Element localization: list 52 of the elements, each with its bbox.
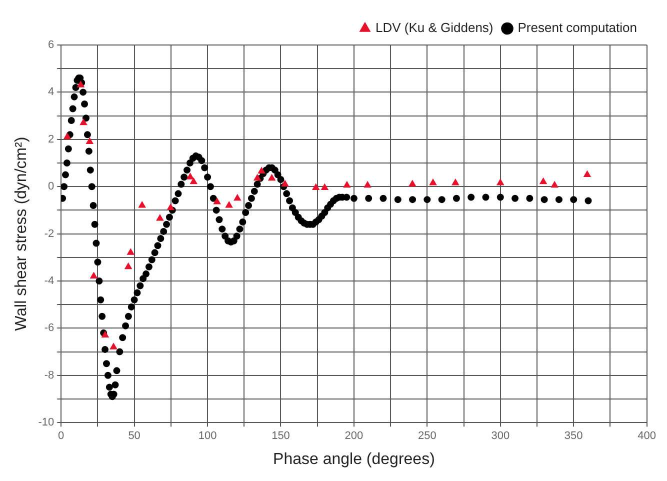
legend-label: LDV (Ku & Giddens) xyxy=(375,20,494,36)
point xyxy=(186,173,194,180)
point xyxy=(364,181,372,188)
x-tick-label: 50 xyxy=(128,430,140,442)
y-tick-label: -6 xyxy=(44,322,54,334)
y-tick-label: -2 xyxy=(44,228,54,240)
point xyxy=(254,174,261,181)
x-tick-label: 100 xyxy=(198,430,217,442)
point xyxy=(408,180,416,186)
legend-label: Present computation xyxy=(518,20,637,36)
point xyxy=(138,201,146,208)
x-axis-title: Phase angle (degrees) xyxy=(273,450,435,468)
x-tick-label: 250 xyxy=(418,430,436,442)
point xyxy=(234,194,241,201)
x-tick-label: 300 xyxy=(491,430,510,442)
point xyxy=(110,343,118,350)
point xyxy=(80,118,88,126)
y-tick-label: -8 xyxy=(44,369,54,382)
point xyxy=(156,214,164,221)
x-tick-label: 0 xyxy=(58,430,64,442)
point xyxy=(321,184,328,190)
point xyxy=(343,181,350,188)
y-tick-label: 4 xyxy=(48,86,54,98)
point xyxy=(258,167,266,174)
y-tick-label: 6 xyxy=(48,39,54,52)
point xyxy=(64,133,71,140)
point xyxy=(86,138,94,144)
point xyxy=(127,248,134,255)
point xyxy=(167,204,174,210)
y-tick-label: -10 xyxy=(38,416,54,429)
y-tick-label: 2 xyxy=(48,133,54,146)
point xyxy=(430,179,437,186)
x-tick-label: 350 xyxy=(564,430,583,442)
point xyxy=(540,178,547,184)
point xyxy=(584,170,591,178)
x-tick-label: 200 xyxy=(344,430,364,442)
point xyxy=(496,179,504,186)
y-tick-label: -4 xyxy=(44,275,54,288)
point xyxy=(268,174,276,181)
point xyxy=(312,184,320,190)
x-tick-label: 400 xyxy=(638,430,656,442)
point xyxy=(452,179,459,186)
y-tick-label: 0 xyxy=(48,180,54,193)
point xyxy=(214,198,221,204)
point xyxy=(551,181,558,188)
y-axis-title: Wall shear stress (dyn/cm²) xyxy=(13,136,30,331)
point xyxy=(281,180,289,186)
x-tick-label: 150 xyxy=(272,430,290,442)
point xyxy=(226,201,233,208)
point xyxy=(90,272,98,279)
point xyxy=(124,262,132,270)
point xyxy=(190,178,198,184)
